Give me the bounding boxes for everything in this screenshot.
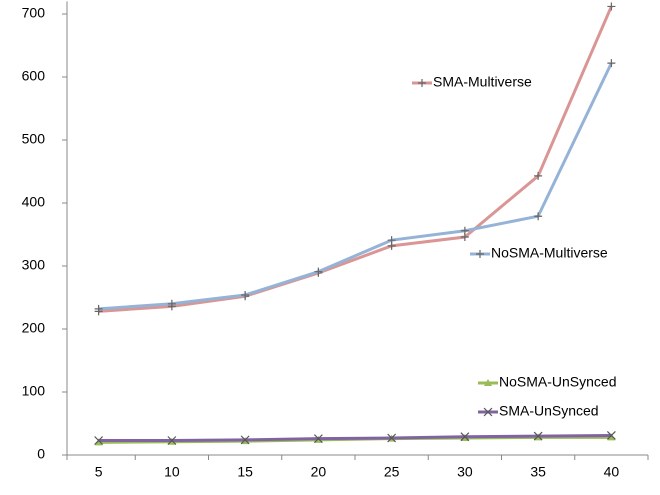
legend-label: NoSMA-UnSynced	[499, 374, 617, 390]
x-tick-label: 20	[311, 464, 327, 480]
y-tick-label: 200	[22, 320, 46, 336]
marker	[241, 290, 250, 299]
y-tick-label: 600	[22, 68, 46, 84]
marker	[94, 304, 103, 313]
marker	[534, 171, 543, 180]
y-tick-label: 300	[22, 257, 46, 273]
marker	[313, 434, 323, 444]
marker	[314, 267, 323, 276]
marker	[387, 236, 396, 245]
marker	[607, 59, 616, 68]
legend-label: NoSMA-Multiverse	[491, 245, 608, 261]
series-line	[98, 433, 612, 443]
marker	[94, 436, 104, 445]
marker	[418, 79, 426, 87]
x-tick-label: 10	[164, 464, 180, 480]
series-line	[98, 5, 613, 313]
marker	[167, 299, 176, 308]
y-tick-label: 500	[22, 131, 46, 147]
y-tick-label: 100	[22, 383, 46, 399]
x-tick-label: 30	[457, 464, 473, 480]
marker	[534, 212, 543, 221]
marker	[483, 407, 493, 417]
y-tick-label: 0	[37, 446, 45, 462]
x-tick-label: 25	[384, 464, 400, 480]
marker	[533, 431, 543, 441]
marker	[607, 2, 616, 11]
legend-label: SMA-Multiverse	[433, 74, 532, 90]
marker	[606, 431, 616, 440]
legend-label: SMA-UnSynced	[499, 403, 599, 419]
x-tick-label: 15	[237, 464, 253, 480]
x-tick-label: 40	[604, 464, 620, 480]
x-tick-label: 35	[530, 464, 546, 480]
marker	[240, 435, 250, 445]
marker	[476, 250, 484, 258]
marker	[387, 433, 397, 443]
series-line	[98, 62, 613, 311]
y-tick-label: 400	[22, 194, 46, 210]
marker	[167, 436, 177, 445]
marker	[460, 432, 470, 442]
y-tick-label: 700	[22, 5, 46, 21]
marker	[484, 379, 492, 386]
marker	[460, 226, 469, 235]
x-tick-label: 5	[95, 464, 103, 480]
